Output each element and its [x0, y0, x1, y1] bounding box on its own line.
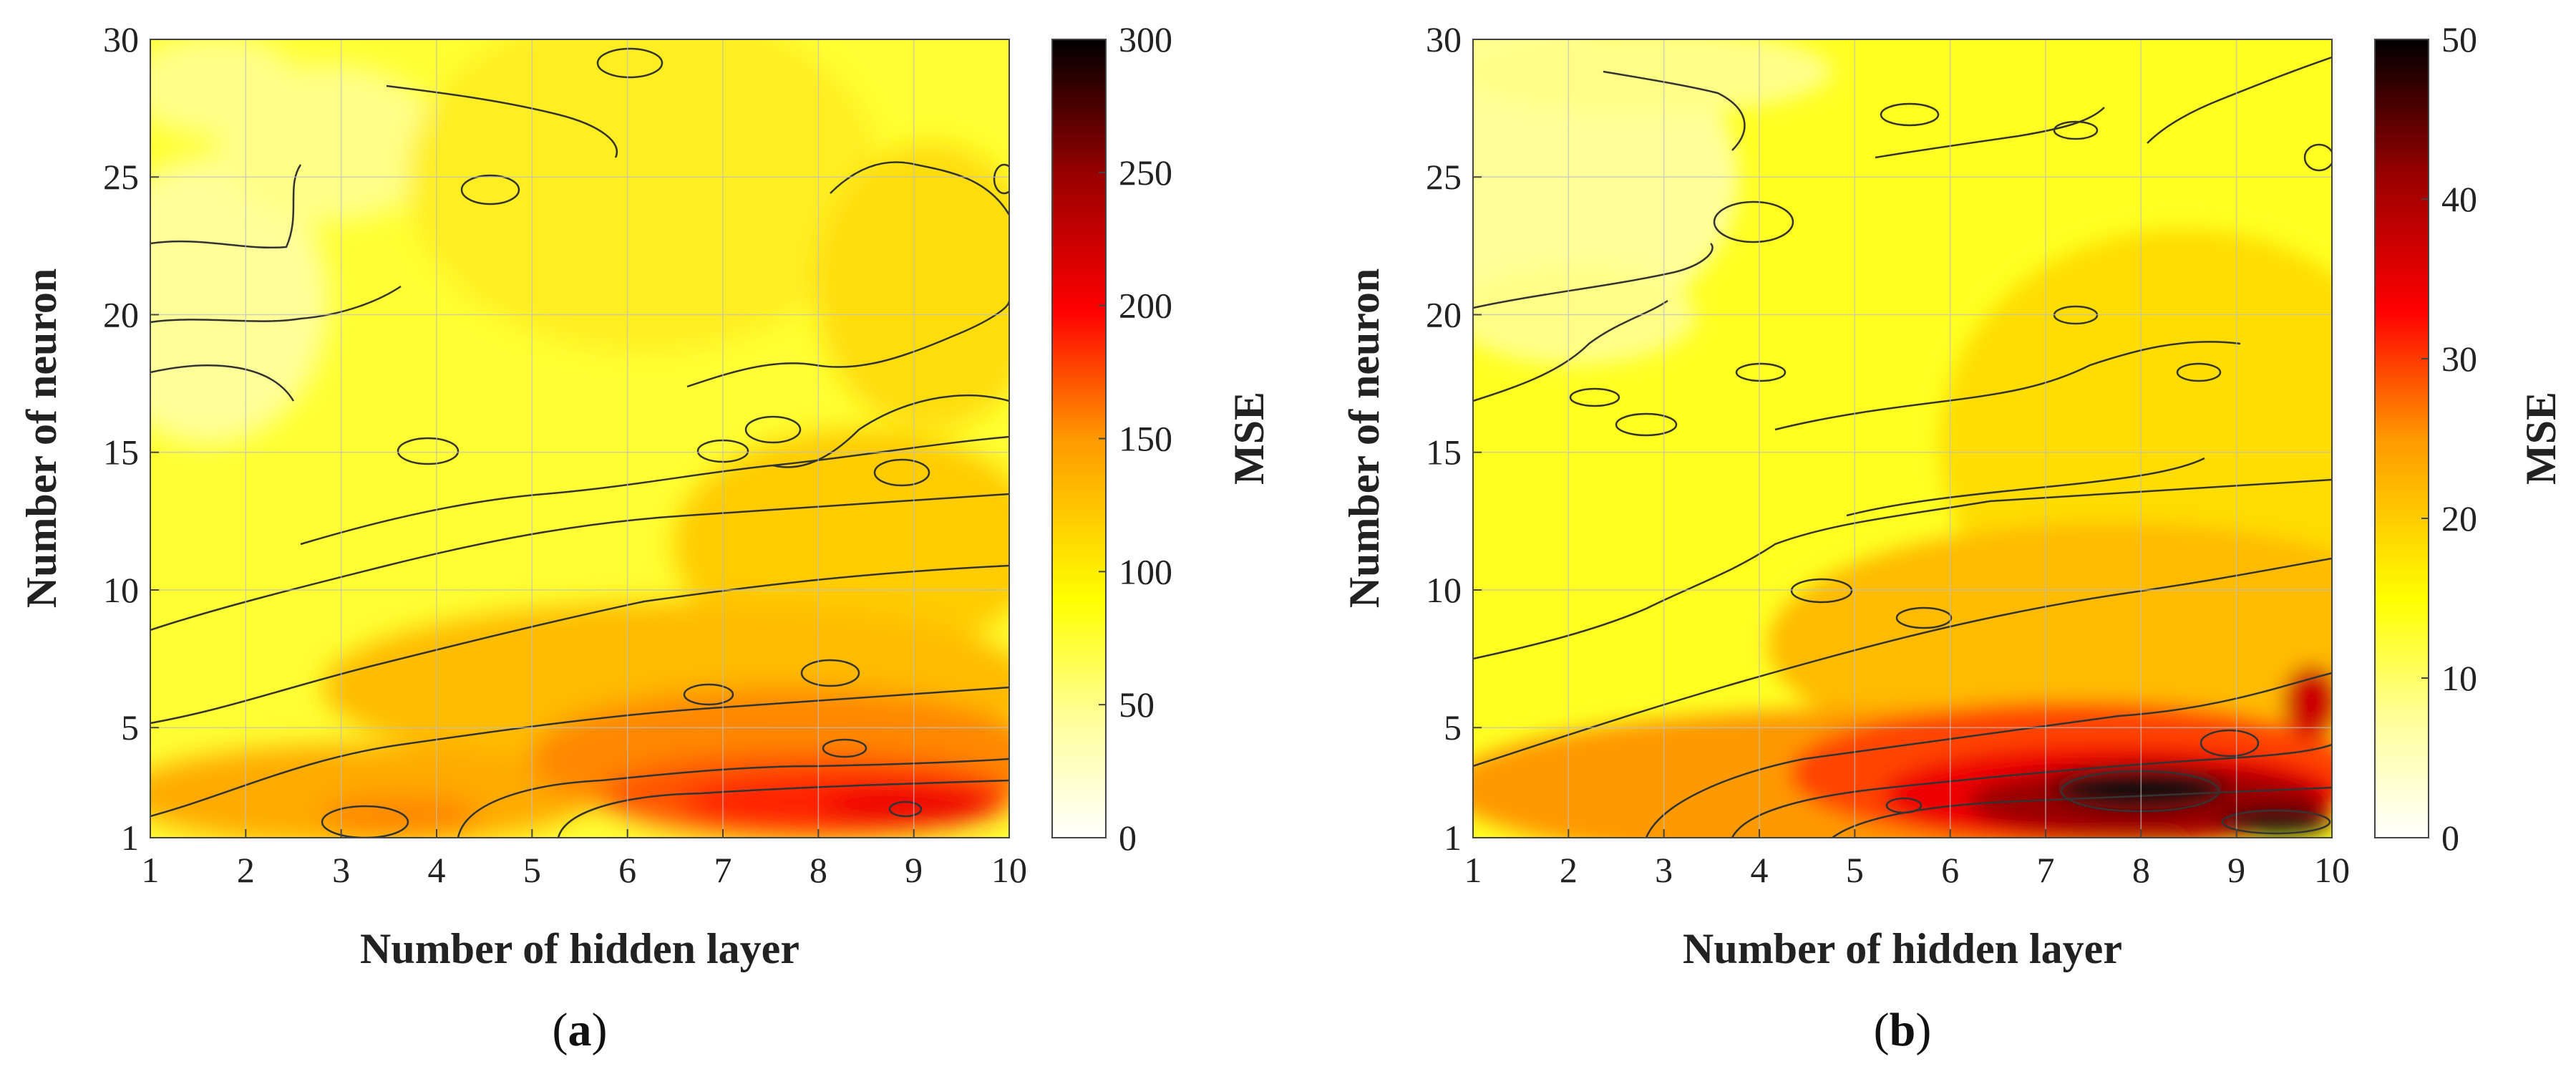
panel-a-cb-tick-label-2: 100: [1119, 551, 1172, 591]
panel-a-x-tick-label-4: 5: [523, 850, 541, 890]
panel-a-cb-tick-label-1: 50: [1119, 684, 1155, 725]
panel-b-x-ticks: 1 2 3 4 5 6 7 8 9 10: [1464, 829, 2350, 890]
panel-a-cb-tick-label-4: 200: [1119, 286, 1172, 326]
panel-b-plot-frame: [1472, 39, 2333, 838]
panel-b-y-tick-label-5: 25: [1426, 157, 1462, 197]
panel-b-cb-tick-label-0: 0: [2441, 818, 2459, 858]
panel-b-x-tick-label-8: 9: [2227, 850, 2245, 890]
panel-b-x-tick-label-2: 3: [1655, 850, 1673, 890]
panel-a-heatmap: [150, 39, 1009, 838]
panel-a-cb-tick-label-5: 250: [1119, 153, 1172, 193]
panel-a-colorbar-ticks: 0 50 100 150 200 250 300: [1099, 19, 1172, 858]
panel-b-x-tick-label-9: 10: [2314, 850, 2350, 890]
panel-b-y-tick-label-3: 15: [1426, 432, 1462, 473]
panel-a-y-tick-label-0: 1: [121, 818, 139, 858]
panel-a-y-tick-label-6: 30: [103, 19, 139, 59]
panel-b-y-axis-label: Number of neuron: [1341, 268, 1388, 609]
panel-b-label: (b): [1874, 1004, 1932, 1056]
panel-b-x-axis-label: Number of hidden layer: [1683, 925, 2122, 972]
panel-a-cb-tick-label-3: 150: [1119, 419, 1172, 459]
panel-a-y-tick-label-2: 10: [103, 570, 139, 610]
panel-b-x-tick-label-5: 6: [1941, 850, 1959, 890]
panel-a-x-tick-label-2: 3: [332, 850, 350, 890]
panel-a-x-tick-label-5: 6: [618, 850, 636, 890]
panel-a-x-tick-label-8: 9: [905, 850, 923, 890]
panel-a-x-tick-label-6: 7: [714, 850, 732, 890]
panel-a-x-tick-label-3: 4: [428, 850, 446, 890]
panel-a-letter: a: [568, 1004, 592, 1056]
panel-a-x-tick-label-9: 10: [991, 850, 1027, 890]
panel-b-x-tick-label-1: 2: [1560, 850, 1578, 890]
panel-b-colorbar-label: MSE: [2517, 392, 2565, 485]
panel-a-x-tick-label-7: 8: [810, 850, 827, 890]
panel-b-y-tick-label-4: 20: [1426, 294, 1462, 334]
panel-a-cb-tick-label-0: 0: [1119, 818, 1137, 858]
panel-a-contours: [150, 47, 1009, 838]
panel-b-x-tick-label-0: 1: [1464, 850, 1482, 890]
panel-a-plot-frame: [150, 39, 1010, 838]
panel-b-colorbar-ticks: 0 10 20 30 40 50: [2421, 19, 2477, 858]
panel-b-y-tick-label-0: 1: [1444, 818, 1462, 858]
panel-b-grid: [1473, 39, 2332, 838]
panel-a-y-tick-label-4: 20: [103, 294, 139, 334]
panel-b-cb-tick-label-1: 10: [2441, 658, 2477, 698]
panel-a-colorbar-label: MSE: [1225, 392, 1273, 485]
panel-b-y-tick-label-6: 30: [1426, 19, 1462, 59]
panel-b-x-tick-label-4: 5: [1846, 850, 1864, 890]
panel-b-cb-tick-label-4: 40: [2441, 179, 2477, 219]
panel-a-x-tick-label-0: 1: [142, 850, 160, 890]
panel-b-x-tick-label-7: 8: [2132, 850, 2150, 890]
panel-b-x-tick-label-3: 4: [1751, 850, 1769, 890]
panel-a-y-axis-label: Number of neuron: [18, 268, 65, 609]
panel-a-x-axis-label: Number of hidden layer: [360, 925, 799, 972]
panel-b-colorbar: [2374, 39, 2429, 838]
panel-b-letter: b: [1890, 1004, 1916, 1056]
panel-a-x-tick-label-1: 2: [237, 850, 255, 890]
panel-a-y-tick-label-1: 5: [121, 707, 139, 748]
panel-a-label: (a): [553, 1004, 608, 1056]
panel-b-y-tick-label-1: 5: [1444, 707, 1462, 748]
panel-a-cb-tick-label-6: 300: [1119, 19, 1172, 59]
panel-b-cb-tick-label-2: 20: [2441, 498, 2477, 538]
panel-a-colorbar: [1051, 39, 1107, 838]
panel-b-heatmap: [1473, 39, 2332, 838]
panel-a-y-tick-label-5: 25: [103, 157, 139, 197]
panel-b-cb-tick-label-5: 50: [2441, 19, 2477, 59]
panel-b-y-tick-label-2: 10: [1426, 570, 1462, 610]
panel-b-x-tick-label-6: 7: [2037, 850, 2055, 890]
panel-b-cb-tick-label-3: 30: [2441, 339, 2477, 379]
panel-a-grid: [150, 39, 1009, 838]
panel-a-x-ticks: 1 2 3 4 5 6 7 8 9 10: [142, 829, 1027, 890]
panel-a-y-tick-label-3: 15: [103, 432, 139, 473]
